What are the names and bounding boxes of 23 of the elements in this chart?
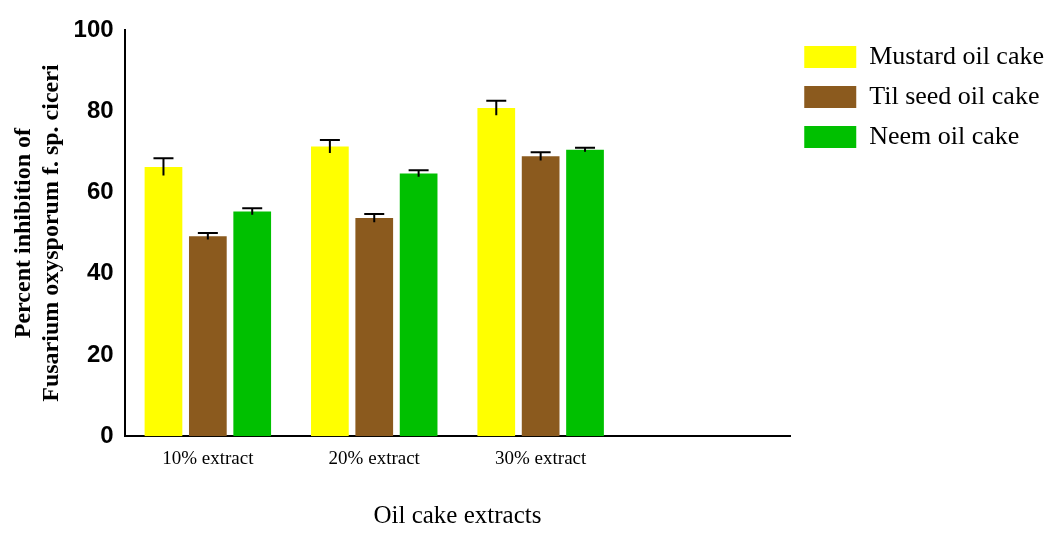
bar	[311, 146, 349, 437]
y-tick-label: 0	[100, 420, 114, 448]
bar	[233, 211, 272, 437]
y-tick-label: 20	[86, 339, 114, 367]
bar	[188, 236, 227, 437]
x-tick-label: 10% extract	[162, 446, 255, 468]
x-tick-label: 20% extract	[328, 446, 421, 468]
y-tick-label: 60	[86, 177, 114, 205]
x-tick-label: 30% extract	[495, 446, 587, 468]
legend-label: Neem oil cake	[869, 120, 1020, 150]
x-axis-title: Oil cake extracts	[373, 500, 542, 528]
legend-label: Til seed oil cake	[869, 80, 1040, 110]
y-tick-label: 80	[86, 95, 114, 123]
bar	[521, 156, 560, 437]
bar	[399, 173, 438, 437]
y-tick-label: 100	[73, 14, 114, 42]
y-tick-label: 40	[86, 258, 114, 286]
bar	[355, 218, 394, 437]
bar	[144, 166, 183, 437]
y-axis-title: Percent inhibition of Fusarium oxysporum f. sp. ciceri	[8, 64, 64, 402]
bar	[477, 107, 516, 437]
bar	[566, 149, 604, 437]
legend-label: Mustard oil cake	[869, 40, 1044, 70]
